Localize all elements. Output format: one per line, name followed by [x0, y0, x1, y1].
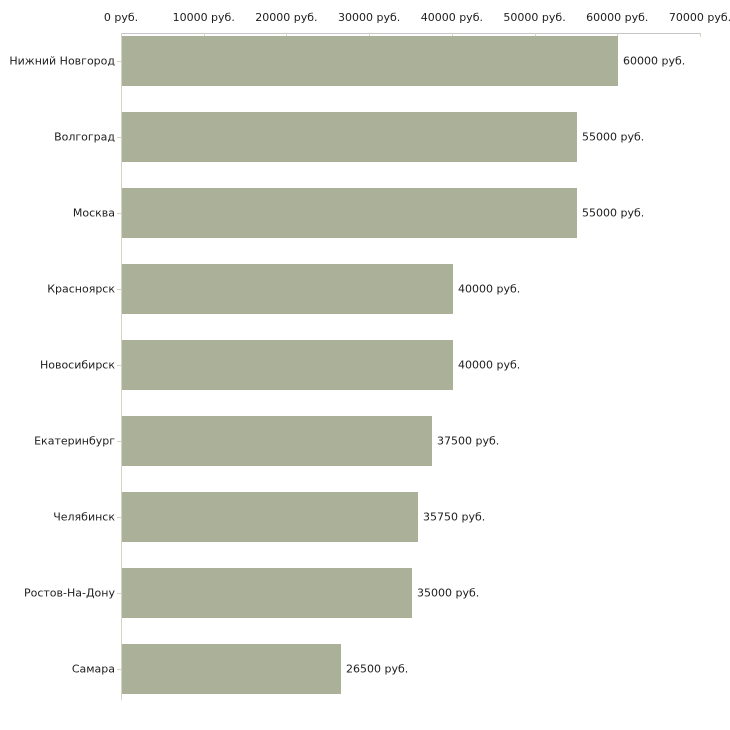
y-axis-tick	[117, 61, 121, 62]
value-label: 40000 руб.	[458, 282, 521, 296]
x-axis-tick-label: 60000 руб.	[586, 11, 649, 24]
x-axis-tick-label: 40000 руб.	[420, 11, 483, 24]
x-axis-tick	[286, 33, 287, 37]
value-label: 60000 руб.	[623, 54, 686, 68]
value-label: 35750 руб.	[423, 510, 486, 524]
category-label: Волгоград	[54, 130, 115, 144]
y-axis-tick	[117, 441, 121, 442]
value-label: 37500 руб.	[437, 434, 500, 448]
plot-area	[121, 33, 700, 700]
y-axis-tick	[117, 517, 121, 518]
y-axis-tick	[117, 289, 121, 290]
x-axis-tick-label: 10000 руб.	[172, 11, 235, 24]
bar	[122, 264, 453, 314]
value-label: 26500 руб.	[346, 662, 409, 676]
y-axis-tick	[117, 365, 121, 366]
x-axis-tick	[452, 33, 453, 37]
bar	[122, 644, 341, 694]
x-axis-tick	[535, 33, 536, 37]
x-axis-tick-label: 30000 руб.	[338, 11, 401, 24]
x-axis-tick-label: 0 руб.	[103, 11, 139, 24]
category-label: Ростов-На-Дону	[23, 586, 115, 600]
y-axis-tick	[117, 137, 121, 138]
y-axis-tick	[117, 593, 121, 594]
y-axis-tick	[117, 213, 121, 214]
value-label: 55000 руб.	[582, 130, 645, 144]
category-label: Новосибирск	[39, 358, 115, 372]
x-axis-tick	[204, 33, 205, 37]
x-axis-tick-label: 70000 руб.	[668, 11, 730, 24]
value-label: 35000 руб.	[417, 586, 480, 600]
bar	[122, 416, 432, 466]
x-axis-tick-label: 20000 руб.	[255, 11, 318, 24]
x-axis-tick	[700, 33, 701, 37]
category-label: Самара	[71, 662, 115, 676]
bar	[122, 568, 412, 618]
category-label: Екатеринбург	[34, 434, 115, 448]
bar	[122, 188, 577, 238]
bar	[122, 492, 418, 542]
category-label: Нижний Новгород	[9, 54, 115, 68]
x-axis-tick-label: 50000 руб.	[503, 11, 566, 24]
value-label: 55000 руб.	[582, 206, 645, 220]
category-label: Красноярск	[47, 282, 115, 296]
bar	[122, 112, 577, 162]
category-label: Москва	[72, 206, 115, 220]
x-axis-tick	[369, 33, 370, 37]
bar	[122, 36, 618, 86]
x-axis-tick	[617, 33, 618, 37]
category-label: Челябинск	[53, 510, 115, 524]
y-axis-tick	[117, 669, 121, 670]
x-axis-tick	[121, 33, 122, 37]
value-label: 40000 руб.	[458, 358, 521, 372]
bar	[122, 340, 453, 390]
